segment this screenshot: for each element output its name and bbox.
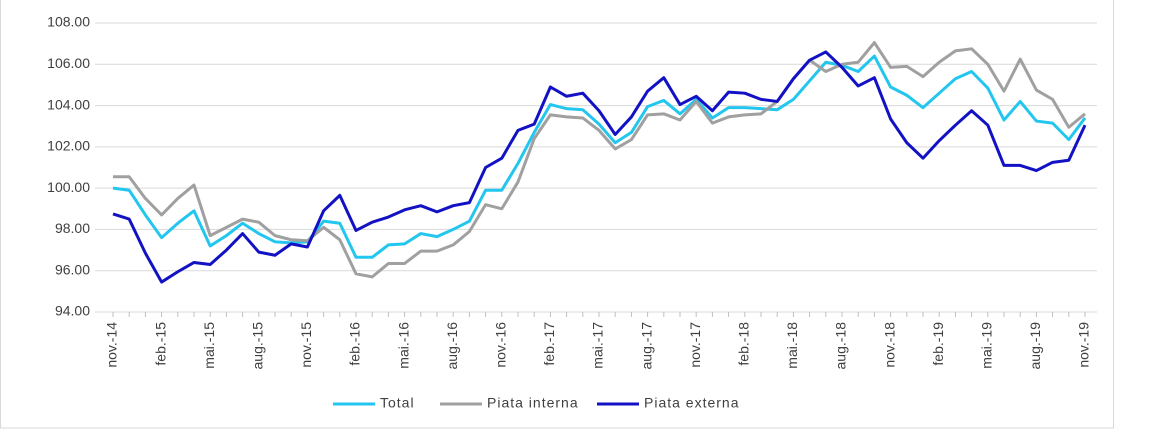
series-line (112, 50, 1087, 284)
series-line (113, 41, 1086, 279)
legend-label: Piata externa (644, 395, 740, 411)
x-tick-label: nov.-15 (298, 322, 314, 368)
legend-label: Total (380, 395, 415, 411)
y-tick-label: 102.00 (47, 138, 90, 154)
x-tick-label: mai.-16 (395, 322, 411, 369)
x-tick-label: feb.-18 (736, 322, 752, 366)
x-tick-label: feb.-16 (347, 322, 363, 366)
y-tick-label: 100.00 (47, 179, 90, 195)
x-tick-label: aug.-16 (444, 322, 460, 370)
x-tick-label: aug.-18 (833, 322, 849, 370)
x-tick-label: nov.-17 (687, 322, 703, 368)
series-line (112, 54, 1087, 259)
x-tick-label: nov.-19 (1076, 322, 1092, 368)
x-tick-label: mai.-19 (979, 322, 995, 369)
y-tick-label: 108.00 (47, 14, 90, 30)
x-tick-label: nov.-18 (881, 322, 897, 368)
y-tick-label: 104.00 (47, 96, 90, 112)
y-tick-label: 94.00 (55, 303, 90, 319)
y-tick-label: 98.00 (55, 220, 90, 236)
x-tick-label: feb.-19 (930, 322, 946, 366)
x-tick-label: mai.-15 (201, 322, 217, 369)
y-tick-label: 106.00 (47, 55, 90, 71)
x-tick-label: mai.-18 (784, 322, 800, 369)
chart-frame (0, 0, 1114, 429)
x-tick-label: feb.-17 (541, 322, 557, 366)
x-tick-label: nov.-14 (104, 322, 120, 368)
x-tick-label: aug.-15 (250, 322, 266, 370)
x-tick-label: mai.-17 (590, 322, 606, 369)
x-tick-label: aug.-17 (638, 322, 654, 370)
y-tick-label: 96.00 (55, 261, 90, 277)
x-tick-label: nov.-16 (493, 322, 509, 368)
x-tick-label: aug.-19 (1027, 322, 1043, 370)
legend-label: Piata interna (487, 395, 579, 411)
x-tick-label: feb.-15 (152, 322, 168, 366)
